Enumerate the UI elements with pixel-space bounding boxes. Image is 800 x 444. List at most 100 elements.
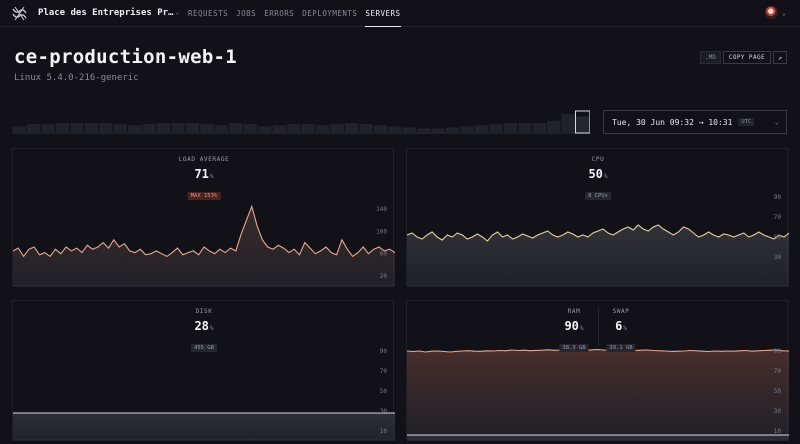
ram-swap-panel: 90 70 50 30 10 RAM 90% 38.3 GB SWAP 6% 39.1 …	[406, 300, 789, 441]
metric-unit: %	[209, 173, 214, 180]
timeline-bar	[142, 124, 156, 134]
y-tick-label: 50	[774, 388, 782, 395]
timeline-bar	[446, 127, 460, 134]
timeline-histogram[interactable]	[12, 110, 590, 134]
app-title[interactable]: Place des Entreprises Pr…	[38, 8, 174, 18]
series-area	[407, 435, 789, 441]
y-tick-label: 10	[380, 428, 388, 435]
metric-label: RAM	[567, 308, 581, 315]
ram-size-badge: 38.3 GB	[559, 344, 589, 352]
series-area	[13, 413, 395, 441]
timeline-bar	[200, 124, 214, 134]
y-tick-label: 70	[774, 368, 782, 375]
y-tick-label: 90	[774, 194, 782, 201]
timeline-bar	[489, 124, 503, 134]
md-badge[interactable]: .MD	[700, 51, 721, 64]
timeline-bar	[113, 124, 127, 134]
user-menu[interactable]: ⌄	[764, 6, 786, 19]
timeline-bar	[344, 123, 359, 134]
series-area	[13, 206, 395, 287]
chevron-down-icon[interactable]: ⌄	[781, 8, 786, 17]
swap-size-badge: 39.1 GB	[606, 344, 636, 352]
y-tick-label: 50	[380, 388, 388, 395]
nav-servers[interactable]: SERVERS	[365, 0, 401, 27]
timeline-bar	[99, 123, 113, 134]
load-average-chart: 140 100 60 20	[13, 204, 395, 287]
wave-logo-icon[interactable]	[12, 6, 27, 21]
chevron-down-icon: ⌄	[774, 118, 779, 126]
metric-unit: %	[623, 325, 627, 332]
timeline-bar	[55, 123, 70, 134]
series-line	[407, 348, 789, 353]
metric-value: 50	[588, 167, 603, 181]
timeline-bar	[243, 124, 258, 134]
y-tick-label: 20	[380, 273, 388, 280]
y-tick-label: 10	[774, 428, 782, 435]
timeline-bar	[330, 124, 344, 134]
metric-divider	[598, 307, 599, 347]
page-subtitle: Linux 5.4.0-216-generic	[14, 73, 139, 83]
copy-page-button[interactable]: COPY PAGE	[722, 51, 771, 64]
series-line	[13, 204, 395, 258]
cpu-chart: 90 70 50 30	[407, 194, 789, 287]
cpu-metric: CPU 50% 8 CPUs	[585, 156, 611, 201]
timeline-bar	[576, 116, 590, 134]
y-tick-label: 30	[380, 408, 388, 415]
nav-errors[interactable]: ERRORS	[264, 9, 295, 18]
load-average-metric: LOAD AVERAGE 71% MAX 153%	[179, 156, 230, 201]
date-range-picker[interactable]: Tue, 30 Jun 09:32 → 10:31 UTC ⌄	[603, 110, 787, 134]
y-tick-label: 30	[774, 254, 782, 261]
timeline-bar	[258, 126, 272, 134]
timeline-bar	[315, 125, 330, 134]
metric-label: CPU	[591, 156, 605, 163]
series-line	[407, 224, 789, 242]
timeline-bar	[128, 125, 142, 134]
timeline-bar	[532, 123, 547, 134]
chevron-down-icon[interactable]: ⌄	[175, 7, 180, 16]
nav-jobs[interactable]: JOBS	[236, 9, 257, 18]
load-average-panel: 140 100 60 20 LOAD AVERAGE 71% MAX 153%	[12, 148, 395, 287]
date-range-label: Tue, 30 Jun 09:32 → 10:31	[612, 117, 733, 127]
metric-value: 71	[194, 167, 209, 181]
timeline-bar	[503, 123, 518, 134]
timeline-bar	[460, 126, 474, 134]
timeline-bar	[84, 123, 99, 134]
external-link-icon[interactable]: ↗	[773, 51, 787, 64]
timeline-bar	[301, 124, 315, 134]
y-tick-label: 100	[376, 228, 387, 235]
timeline-bar	[26, 124, 41, 134]
timezone-badge: UTC	[738, 118, 755, 126]
metric-unit: %	[579, 325, 584, 332]
y-tick-label: 90	[380, 348, 388, 355]
timeline-bar	[70, 123, 84, 134]
timeline-bar	[561, 114, 575, 134]
series-area	[407, 349, 789, 441]
timeline-bar	[402, 127, 416, 134]
metric-value: 90	[564, 319, 579, 333]
cpu-count-badge: 8 CPUs	[585, 192, 611, 200]
nav-deployments[interactable]: DEPLOYMENTS	[302, 9, 358, 18]
timeline-bar	[474, 125, 489, 134]
timeline-bar	[547, 120, 561, 134]
y-tick-label: 140	[376, 206, 387, 213]
timeline-bar	[431, 128, 445, 134]
swap-metric: SWAP 6% 39.1 GB	[606, 308, 636, 353]
timeline-bar	[185, 123, 200, 134]
metric-label: LOAD AVERAGE	[178, 156, 230, 163]
timeline-bar	[287, 124, 301, 134]
ram-swap-chart: 90 70 50 30 10	[407, 348, 789, 441]
timeline-bar	[157, 123, 171, 134]
disk-chart: 90 70 50 30 10	[13, 348, 395, 441]
disk-size-badge: 455 GB	[191, 344, 217, 352]
ram-metric: RAM 90% 38.3 GB	[559, 308, 589, 353]
nav-requests[interactable]: REQUESTS	[188, 9, 229, 18]
metric-label: DISK	[195, 308, 213, 315]
disk-panel: 90 70 50 30 10 DISK 28% 455 GB	[12, 300, 395, 441]
avatar[interactable]	[764, 6, 778, 19]
disk-metric: DISK 28% 455 GB	[191, 308, 217, 353]
main-nav: REQUESTS JOBS ERRORS DEPLOYMENTS SERVERS	[188, 0, 409, 27]
y-tick-label: 70	[380, 368, 388, 375]
metric-value: 28	[194, 319, 209, 333]
max-badge: MAX 153%	[187, 192, 221, 200]
timeline-bar	[388, 126, 402, 134]
